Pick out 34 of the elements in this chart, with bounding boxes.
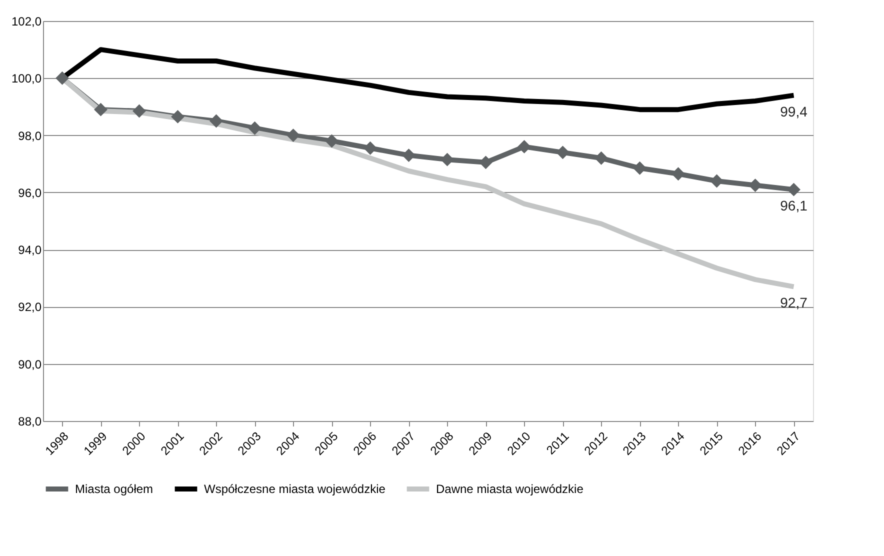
point	[325, 134, 338, 148]
legend-label: Miasta ogółem	[75, 482, 154, 496]
y-tick-label: 88,0	[18, 414, 42, 428]
point	[594, 151, 608, 165]
y-tick-label: 102,0	[11, 14, 42, 28]
point	[132, 104, 146, 118]
point	[402, 148, 416, 162]
point	[556, 146, 570, 160]
data-label: 92,7	[780, 294, 808, 311]
point	[748, 178, 762, 192]
point	[210, 114, 223, 128]
data-label: 99,4	[780, 103, 808, 120]
point	[787, 182, 800, 196]
point	[56, 71, 69, 85]
point	[633, 161, 646, 175]
y-tick-label: 96,0	[18, 186, 42, 200]
point	[286, 128, 300, 142]
legend-label: Współczesne miasta wojewódzkie	[204, 482, 386, 496]
point	[672, 167, 685, 181]
y-tick-label: 94,0	[18, 243, 42, 258]
point	[440, 152, 454, 166]
point	[94, 102, 108, 116]
y-tick-label: 98,0	[18, 128, 42, 143]
point	[364, 141, 377, 155]
y-tick-label: 100,0	[11, 72, 42, 86]
point	[479, 156, 492, 170]
point	[171, 110, 184, 124]
point	[248, 121, 262, 135]
point	[710, 174, 724, 188]
data-label: 96,1	[780, 198, 808, 214]
legend-label: Dawne miasta wojewódzkie	[436, 482, 584, 496]
point	[518, 140, 531, 154]
y-tick-label: 90,0	[18, 357, 42, 372]
y-tick-label: 92,0	[18, 300, 42, 314]
